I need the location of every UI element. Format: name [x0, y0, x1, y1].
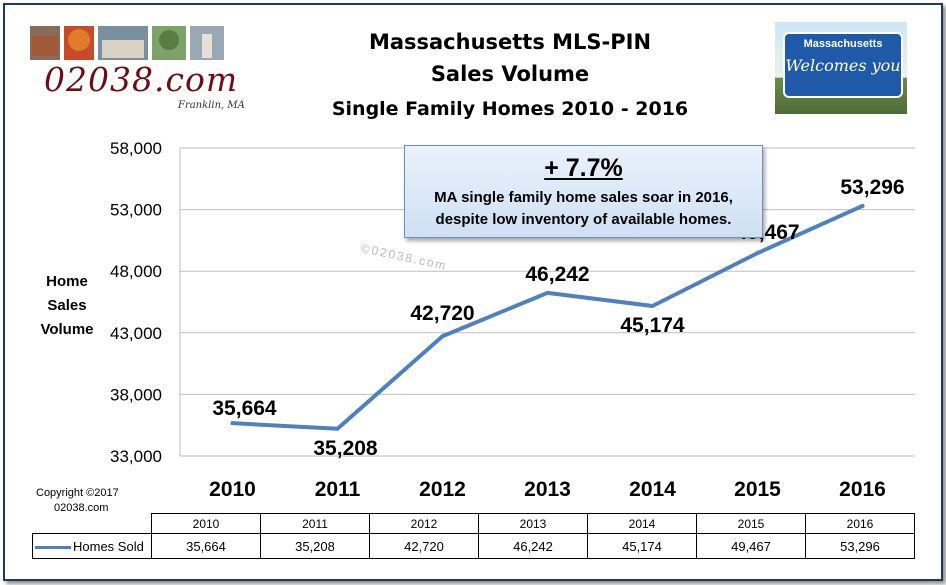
- welcome-sign-image: Massachusetts Welcomes you: [775, 22, 907, 114]
- logo-photo-strip: [30, 26, 224, 60]
- data-table-year: 2013: [478, 513, 588, 534]
- data-label: 35,664: [212, 397, 277, 420]
- chart-title-line2: Sales Volume: [430, 62, 590, 86]
- chart-title-line1: Massachusetts MLS-PIN: [368, 30, 652, 54]
- data-table-series-row: Homes Sold 35,664 35,208 42,720 46,242 4…: [32, 533, 915, 559]
- callout-body: MA single family home sales soar in 2016…: [405, 187, 762, 231]
- copyright-line: 02038.com: [54, 502, 109, 514]
- data-table-value: 46,242: [478, 533, 588, 559]
- data-table-value: 35,208: [260, 533, 370, 559]
- data-point: [755, 251, 760, 256]
- x-tick-label: 2012: [419, 478, 466, 501]
- x-tick-label: 2010: [209, 478, 256, 501]
- data-table-value: 35,664: [151, 533, 261, 559]
- y-tick-label: 53,000: [110, 201, 162, 220]
- data-table-legend: Homes Sold: [32, 533, 152, 559]
- callout-body-line: despite low inventory of available homes…: [435, 211, 732, 228]
- x-tick-label: 2014: [629, 478, 676, 501]
- data-point: [335, 426, 340, 431]
- welcome-sign-board: Massachusetts Welcomes you: [783, 32, 903, 98]
- data-label: 42,720: [410, 302, 474, 325]
- y-axis-label: Home Sales Volume: [28, 270, 106, 342]
- data-label: 45,174: [620, 314, 685, 337]
- copyright-line: Copyright ©2017: [36, 487, 119, 499]
- data-table-year: 2012: [369, 513, 479, 534]
- logo-subtitle: Franklin, MA: [178, 100, 245, 111]
- data-label: 53,296: [840, 176, 904, 199]
- data-table-corner: [33, 514, 152, 534]
- y-axis-label-line: Volume: [40, 321, 94, 338]
- y-tick-label: 43,000: [110, 324, 162, 343]
- logo-text: 02038.com: [44, 60, 239, 99]
- legend-line-swatch: [35, 545, 71, 549]
- data-table-value: 45,174: [587, 533, 697, 559]
- y-axis-label-line: Sales: [47, 297, 87, 314]
- x-tick-label: 2013: [524, 478, 571, 501]
- data-label: 35,208: [313, 437, 378, 460]
- y-tick-label: 48,000: [110, 262, 162, 281]
- data-label: 46,242: [525, 263, 589, 286]
- y-tick-label: 58,000: [110, 139, 162, 158]
- sign-line1: Massachusetts: [803, 38, 883, 50]
- data-table-year: 2016: [805, 513, 915, 534]
- callout-body-line: MA single family home sales soar in 2016…: [434, 189, 733, 206]
- data-table-value: 49,467: [696, 533, 806, 559]
- x-tick-label: 2016: [839, 478, 886, 501]
- data-table-header-row: 2010 2011 2012 2013 2014 2015 2016: [33, 513, 915, 534]
- data-point: [440, 334, 445, 339]
- chart-subtitle: Single Family Homes 2010 - 2016: [331, 98, 689, 120]
- data-point: [230, 421, 235, 426]
- data-table-year: 2011: [260, 513, 370, 534]
- y-tick-label: 33,000: [110, 447, 162, 466]
- data-table: 2010 2011 2012 2013 2014 2015 2016 Homes…: [32, 513, 915, 559]
- data-table-value: 42,720: [369, 533, 479, 559]
- legend-series-name: Homes Sold: [73, 538, 144, 554]
- y-tick-label: 38,000: [110, 385, 162, 404]
- data-table-year: 2014: [587, 513, 697, 534]
- x-tick-label: 2015: [734, 478, 781, 501]
- x-tick-label: 2011: [315, 478, 361, 501]
- data-point: [650, 304, 655, 309]
- data-table-year: 2015: [696, 513, 806, 534]
- callout-box: + 7.7% MA single family home sales soar …: [404, 145, 763, 238]
- y-axis-label-line: Home: [46, 273, 88, 290]
- callout-headline: + 7.7%: [544, 154, 623, 182]
- data-table-value: 53,296: [805, 533, 915, 559]
- sign-line2: Welcomes you: [785, 56, 901, 75]
- data-point: [545, 290, 550, 295]
- data-point: [860, 203, 865, 208]
- copyright-notice: Copyright ©2017 02038.com: [36, 486, 119, 516]
- data-table-year: 2010: [151, 513, 261, 534]
